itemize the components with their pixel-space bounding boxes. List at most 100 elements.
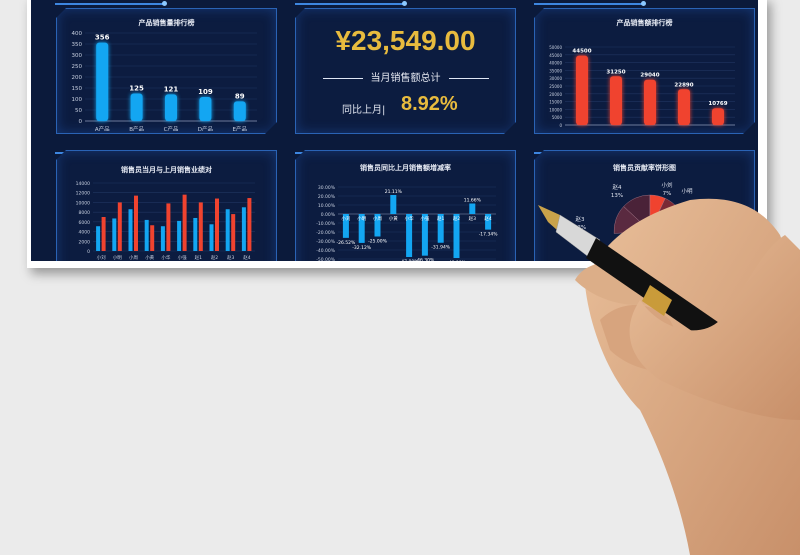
y-tick-label: 20.00% [318, 194, 336, 200]
y-tick-label: 150 [72, 86, 83, 92]
data-label: -17.34% [479, 232, 499, 238]
comparison-chart: 0 2000 4000 6000 8000 10000 12000 14000 小刘 小明 小周 小黄… [57, 151, 275, 261]
y-tick-label: 50000 [549, 45, 562, 50]
data-label: 11.66% [464, 198, 482, 204]
bar [247, 198, 251, 251]
data-label: 29040 [640, 73, 659, 79]
data-label: -31.94% [431, 245, 451, 251]
data-label: -26.52% [337, 240, 357, 246]
panel-title: 产品销售额排行榜 [616, 19, 673, 27]
bar [343, 214, 349, 238]
bar [215, 199, 219, 251]
y-tick-label: 250 [72, 64, 83, 70]
bar [576, 56, 588, 125]
y-tick-label: 10000 [549, 107, 562, 112]
data-label: -47.80% [400, 259, 420, 261]
x-tick-label: 赵3 [469, 215, 476, 222]
x-tick-label: 小刘 [97, 254, 106, 261]
y-tick-label: 12000 [76, 191, 90, 197]
bar [131, 94, 143, 122]
x-tick-label: B产品 [129, 125, 144, 131]
data-label: 31250 [606, 69, 625, 75]
y-tick-label: 400 [72, 31, 83, 37]
y-tick-label: 50 [75, 108, 82, 114]
y-tick-label: 35000 [549, 68, 562, 73]
growth-chart: 30.00% 20.00% 10.00% 0.00% -10.00% -20.00% -30… [296, 151, 514, 261]
y-tick-label: -40.00% [316, 248, 336, 254]
bar [485, 214, 491, 230]
y-tick-label: 0 [87, 249, 90, 255]
y-tick-label: 0.00% [321, 212, 336, 218]
data-label: -25.00% [368, 239, 388, 245]
y-tick-label: 30.00% [318, 185, 336, 191]
x-tick-label: 小明 [113, 254, 122, 261]
bar [438, 214, 444, 243]
data-label: 22890 [674, 82, 693, 88]
data-label: 109 [198, 88, 213, 96]
y-tick-label: 5000 [552, 115, 563, 120]
data-label: -48.90% [447, 260, 467, 261]
x-tick-label: 小黄 [389, 215, 398, 222]
bar [422, 214, 428, 256]
data-label: 44500 [572, 49, 591, 55]
y-tick-label: 45000 [549, 53, 562, 58]
panel-tab-decoration [295, 1, 407, 6]
bar [165, 94, 177, 121]
y-tick-label: 40000 [549, 61, 562, 66]
bar [112, 218, 116, 251]
y-tick-label: 10000 [76, 200, 90, 206]
x-tick-label: 小华 [161, 254, 170, 261]
x-tick-label: E产品 [233, 125, 248, 131]
bar [469, 204, 475, 214]
bar [96, 43, 108, 121]
y-tick-label: 14000 [76, 181, 90, 187]
bar [210, 224, 214, 251]
y-tick-label: 300 [72, 53, 83, 59]
x-tick-label: 小明 [357, 215, 366, 222]
panel-tab-decoration [55, 1, 167, 6]
x-tick-label: 小强 [178, 254, 187, 261]
comparison-panel: 销售员当月与上月销售业绩对 0 2000 4000 6000 8000 10000 1200… [56, 150, 277, 261]
x-tick-label: 赵2 [453, 215, 460, 222]
y-tick-label: -10.00% [316, 221, 336, 227]
slice-name: 小刘 [661, 181, 673, 189]
y-tick-label: 0 [79, 119, 83, 125]
panel-title: 销售员同比上月销售额增减率 [360, 164, 451, 172]
total-amount: ¥23,549.00 [335, 25, 476, 56]
x-tick-label: 赵1 [437, 215, 444, 222]
bar [406, 214, 412, 257]
yoy-label: 同比上月| [342, 105, 386, 116]
y-tick-label: 200 [72, 75, 83, 81]
slice-name: 赵3 [576, 215, 586, 223]
y-tick-label: 25000 [549, 84, 562, 89]
slice-name: 小明 [681, 187, 693, 195]
sales-volume-panel: 产品销售量排行榜 0 50 100 150 200 250 300 350 400 356 A产品 1… [56, 8, 277, 134]
data-label: 356 [95, 34, 110, 42]
y-tick-label: 4000 [79, 230, 91, 236]
bar [678, 89, 690, 125]
x-tick-label: 小周 [373, 215, 382, 222]
y-tick-label: 8000 [79, 210, 91, 216]
bar [166, 203, 170, 251]
bar [359, 214, 365, 243]
panel-title: 销售员贡献率饼形图 [613, 164, 676, 172]
bar [375, 214, 381, 237]
y-tick-label: -20.00% [316, 230, 336, 236]
data-label: 89 [235, 92, 245, 100]
data-label: 21.11% [385, 189, 403, 195]
slice-name: 赵4 [613, 183, 623, 191]
x-tick-label: 赵4 [484, 215, 491, 222]
sales-volume-chart: 0 50 100 150 200 250 300 350 400 356 A产品 125 B产品 121 C… [57, 9, 275, 131]
bar [226, 209, 230, 251]
bar [150, 225, 154, 251]
slice-percent: 7% [663, 191, 672, 197]
bar [234, 101, 246, 121]
x-tick-label: 赵3 [227, 254, 234, 261]
x-tick-label: A产品 [95, 125, 110, 131]
bar [193, 218, 197, 251]
y-tick-label: 15000 [549, 100, 562, 105]
bar [177, 221, 181, 251]
yoy-value: 8.92% [401, 93, 458, 115]
panel-tab-decoration [534, 1, 646, 6]
y-tick-label: 350 [72, 42, 83, 48]
